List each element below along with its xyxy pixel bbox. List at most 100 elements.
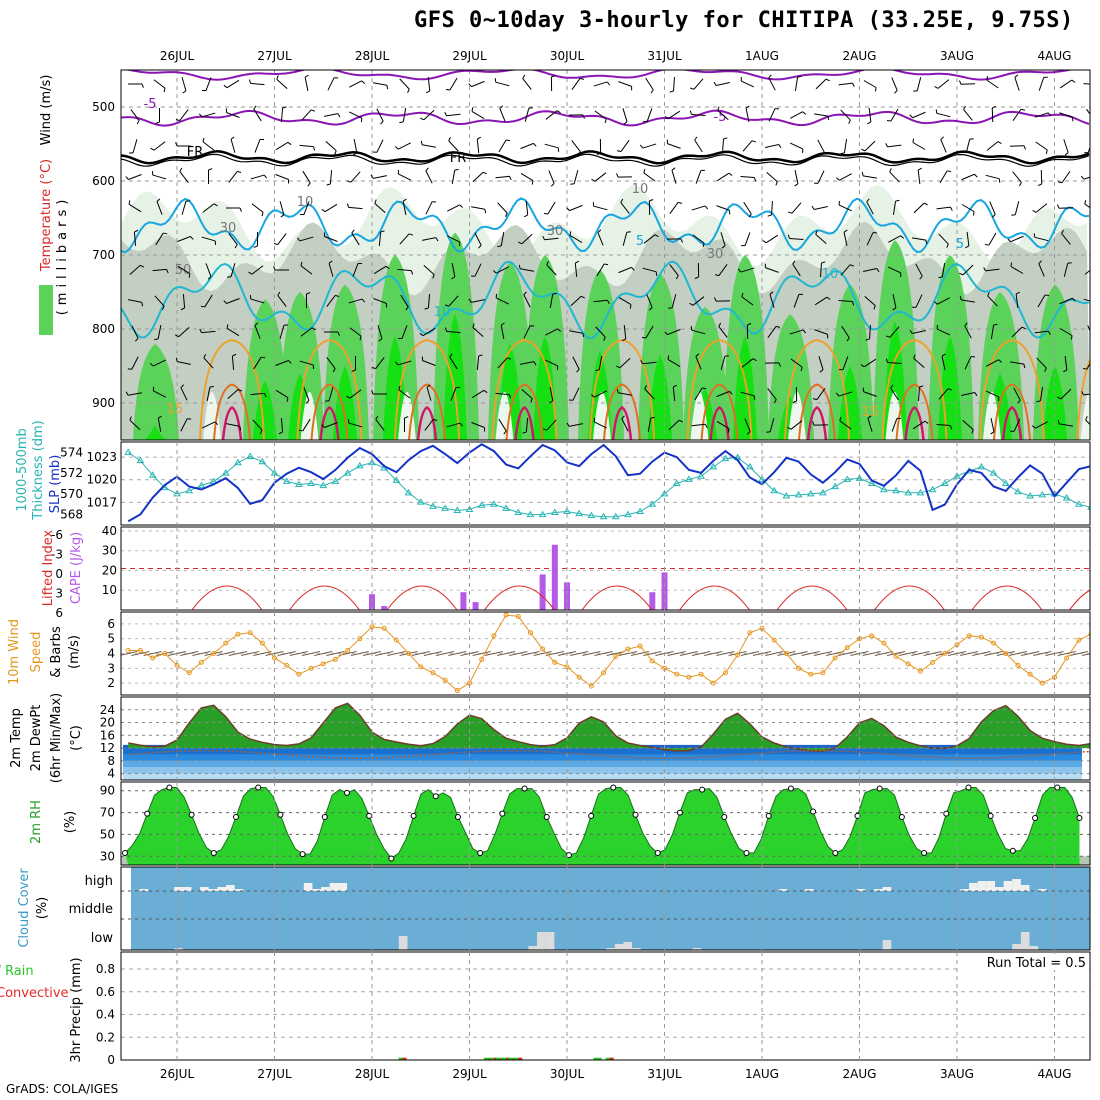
wind-barb <box>768 77 776 91</box>
wind-barb <box>571 78 581 90</box>
wind-barb-flag <box>346 180 351 183</box>
rh-saturated-column <box>1043 366 1067 440</box>
wind-barb <box>376 139 384 153</box>
wind-barb-flag <box>992 105 997 109</box>
wind-barb-flag <box>128 200 131 205</box>
lifted-tick-label: 6 <box>55 606 63 620</box>
wind-barb <box>546 264 557 276</box>
wind-barb-flag <box>371 367 376 370</box>
wind-barb-flag <box>909 329 913 334</box>
freezing-level-contour-b <box>121 153 1090 167</box>
wind-barb-10m <box>801 651 820 656</box>
wind-barb <box>912 420 926 430</box>
wind-barb-flag <box>811 205 815 210</box>
wind-barb <box>397 268 412 272</box>
wind-barb-flag <box>254 322 259 326</box>
thickness-marker <box>331 477 340 484</box>
wind-barb <box>499 108 506 122</box>
wind-barb-flag <box>974 392 978 397</box>
wind-barb <box>279 201 285 215</box>
wind-barb <box>280 107 284 123</box>
wind-speed-point <box>893 653 899 659</box>
wind-barb-flag <box>917 167 922 171</box>
wind-barb-flag <box>149 362 154 367</box>
wind-barb <box>890 108 899 122</box>
wind-barb-flag <box>500 322 505 326</box>
wind-barb-flag <box>398 385 401 390</box>
wind-barb <box>722 138 724 154</box>
wind-barb-flag <box>214 421 219 426</box>
contour-label: 5 <box>956 237 964 252</box>
cloud-low-bar <box>528 946 538 950</box>
lifted-index-line <box>191 585 263 610</box>
wind-barb-flag <box>353 152 358 156</box>
wind-barb <box>351 232 360 246</box>
wind-barb <box>203 357 214 369</box>
temp-contour-20 <box>895 383 934 440</box>
thickness-tick-label: 572 <box>60 466 83 480</box>
thickness-marker <box>550 508 559 516</box>
wind-barb-flag <box>232 353 237 357</box>
rh-point <box>632 811 639 818</box>
wind-barb-flag <box>261 212 264 217</box>
wind-barb <box>1010 266 1024 274</box>
thickness-marker <box>904 488 913 496</box>
rh-point <box>521 785 528 792</box>
wind-barb <box>303 201 310 215</box>
wind-barb-flag <box>371 390 374 395</box>
wind-barb-flag <box>1067 262 1072 264</box>
cloud-low-bar <box>1029 946 1039 950</box>
temp-tick-label: 24 <box>100 703 115 717</box>
wind-barb <box>498 139 507 153</box>
wind-barb <box>299 144 314 148</box>
wind-barb-flag <box>998 178 1001 183</box>
wind-barb-flag <box>885 335 891 338</box>
wind-barb-10m <box>387 651 406 656</box>
wind-barb <box>962 420 974 430</box>
wind-barb <box>230 139 236 153</box>
thickness-marker <box>624 510 632 518</box>
wind-barb <box>373 82 387 86</box>
wind-barb-flag <box>812 398 818 401</box>
thickness-marker <box>782 491 791 499</box>
wind-speed-point <box>881 640 887 646</box>
thickness-marker <box>636 507 645 515</box>
wind-barb <box>693 78 704 90</box>
temp-tick-label: 12 <box>100 741 115 755</box>
wind-barb <box>373 175 387 179</box>
wind-barb <box>153 390 166 398</box>
thickness-marker <box>526 510 535 518</box>
slp-tick-label: 1020 <box>86 473 117 487</box>
wind-barb-10m <box>667 651 686 656</box>
wind-speed-point <box>674 671 680 677</box>
wind-barb <box>350 171 361 183</box>
thickness-tick-label: 570 <box>60 487 83 501</box>
wind-barb <box>425 170 433 184</box>
wind-barb-flag <box>909 114 913 119</box>
temp-area <box>128 703 1090 752</box>
wind-barb <box>471 110 485 120</box>
wind-barb <box>1059 328 1073 336</box>
wind-barb-flag <box>394 361 399 366</box>
cloud-level-label: high <box>85 874 113 889</box>
wind-barb-flag <box>261 356 266 359</box>
wind-barb <box>1084 203 1090 209</box>
wind-barb <box>1063 139 1069 153</box>
wind-barb <box>279 325 285 339</box>
wind-barb-flag <box>947 388 953 391</box>
precip-conv-bar <box>518 1057 523 1060</box>
wind-barb-flag <box>1038 260 1042 264</box>
wind-speed-point <box>686 674 692 680</box>
wind-barb <box>300 265 313 275</box>
wind-barb <box>329 169 333 185</box>
wind-barb-flag <box>321 424 325 428</box>
cloud-high-bar <box>969 883 978 891</box>
wind-barb-flag <box>812 421 815 426</box>
wind-barb <box>622 108 628 122</box>
cloud-high-bar <box>303 883 313 891</box>
lifted-index-line <box>386 585 458 610</box>
wind-barb-flag <box>326 183 331 186</box>
wind-barb <box>618 266 632 274</box>
wind-barb <box>594 172 607 182</box>
